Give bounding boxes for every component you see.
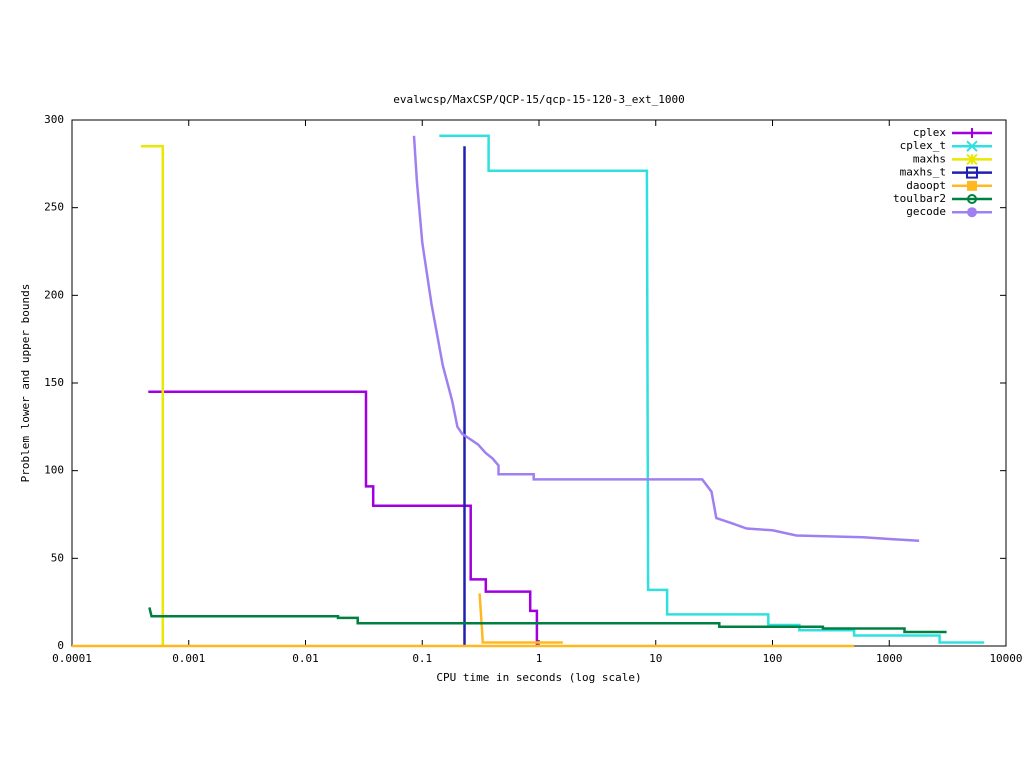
x-tick-label: 1000	[876, 652, 903, 665]
series-line	[72, 593, 855, 648]
legend-marker	[967, 194, 977, 204]
y-tick-label: 200	[44, 288, 64, 301]
x-tick-label: 100	[763, 652, 783, 665]
legend-marker	[967, 180, 977, 191]
series-line	[412, 135, 920, 543]
plot-frame	[71, 119, 1007, 647]
legend-marker	[966, 166, 978, 179]
legend-label: cplex_t	[900, 139, 946, 152]
y-tick-label: 250	[44, 201, 64, 214]
y-tick-label: 0	[57, 639, 64, 652]
x-tick-label: 0.001	[172, 652, 205, 665]
y-tick-label: 100	[44, 464, 64, 477]
y-tick-label: 150	[44, 376, 64, 389]
legend-marker	[966, 153, 978, 166]
legend-label: maxhs_t	[900, 166, 946, 179]
legend-marker	[967, 128, 977, 138]
legend-label: gecode	[906, 205, 946, 218]
x-tick-label: 10	[649, 652, 662, 665]
series-line	[148, 390, 539, 646]
legend-label: cplex	[913, 126, 946, 139]
x-tick-label: 1	[536, 652, 543, 665]
x-tick-label: 0.1	[412, 652, 432, 665]
series-line	[439, 134, 985, 644]
x-tick-label: 0.0001	[52, 652, 92, 665]
x-tick-label: 10000	[989, 652, 1022, 665]
legend-label: maxhs	[913, 152, 946, 165]
legend-label: toulbar2	[893, 192, 946, 205]
series-line	[148, 607, 947, 634]
legend-label: daoopt	[906, 179, 946, 192]
legend-marker	[966, 140, 978, 152]
y-axis-label: Problem lower and upper bounds	[19, 284, 32, 483]
y-tick-label: 50	[51, 551, 64, 564]
legend-marker	[967, 207, 977, 218]
y-tick-label: 300	[44, 113, 64, 126]
x-axis-label: CPU time in seconds (log scale)	[436, 671, 641, 684]
chart-title: evalwcsp/MaxCSP/QCP-15/qcp-15-120-3_ext_…	[393, 93, 684, 106]
x-tick-label: 0.01	[292, 652, 319, 665]
series-line	[141, 145, 165, 646]
